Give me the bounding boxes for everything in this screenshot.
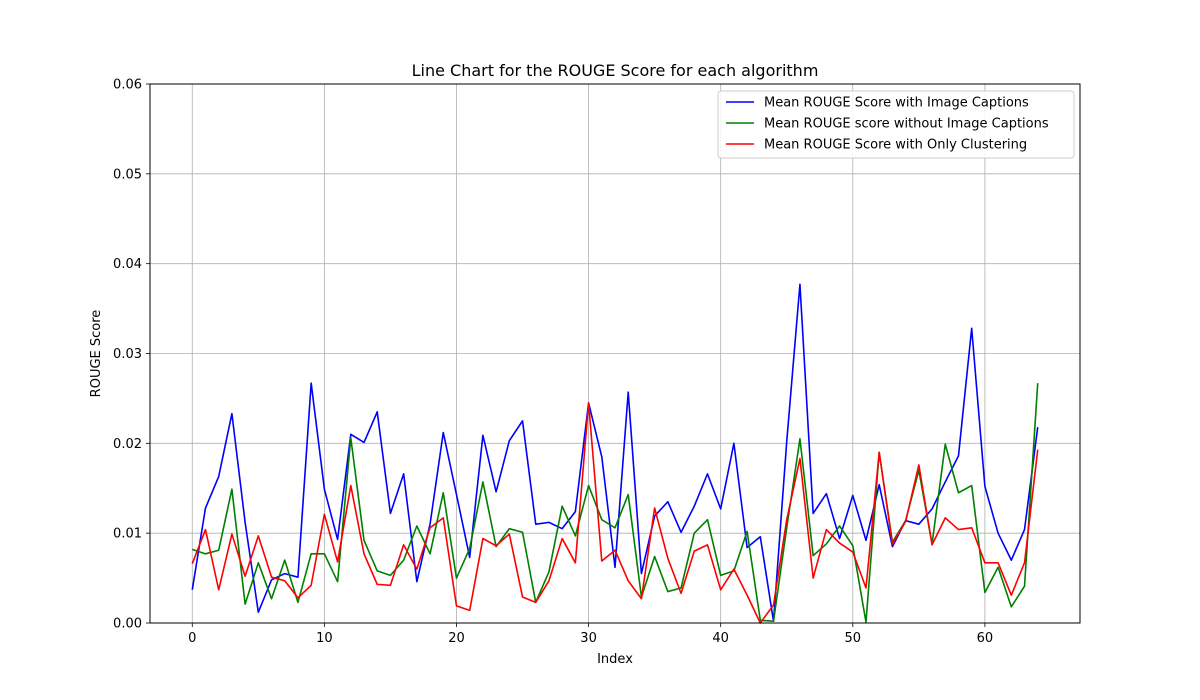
x-tick-label: 0 [188,631,196,646]
legend-label: Mean ROUGE Score with Only Clustering [764,138,1027,153]
y-tick-label: 0.01 [113,527,142,542]
x-tick-label: 10 [316,631,333,646]
y-tick-label: 0.04 [113,257,142,272]
x-axis-label: Index [597,652,633,667]
y-axis-label: ROUGE Score [89,310,104,398]
x-tick-label: 20 [448,631,465,646]
y-tick-label: 0.05 [113,167,142,182]
x-tick-label: 30 [580,631,597,646]
legend-box [717,90,1075,159]
chart-title: Line Chart for the ROUGE Score for each … [412,61,819,80]
series-lines [191,283,1039,624]
x-tick-label: 40 [712,631,729,646]
legend-label: Mean ROUGE score without Image Captions [764,117,1049,132]
x-tick-label: 50 [845,631,862,646]
series-line-3 [191,402,1039,624]
y-tick-label: 0.02 [113,437,142,452]
y-axis-ticks: 0.00 0.01 0.02 0.03 0.04 0.05 0.06 [113,78,150,632]
x-axis-ticks: 0 10 20 30 40 50 60 [188,623,993,646]
y-tick-label: 0.06 [113,78,142,93]
y-tick-label: 0.00 [113,617,142,632]
legend: Mean ROUGE Score with Image Captions Mean… [717,90,1075,159]
y-tick-label: 0.03 [113,347,142,362]
x-tick-label: 60 [977,631,994,646]
legend-label: Mean ROUGE Score with Image Captions [764,96,1029,111]
